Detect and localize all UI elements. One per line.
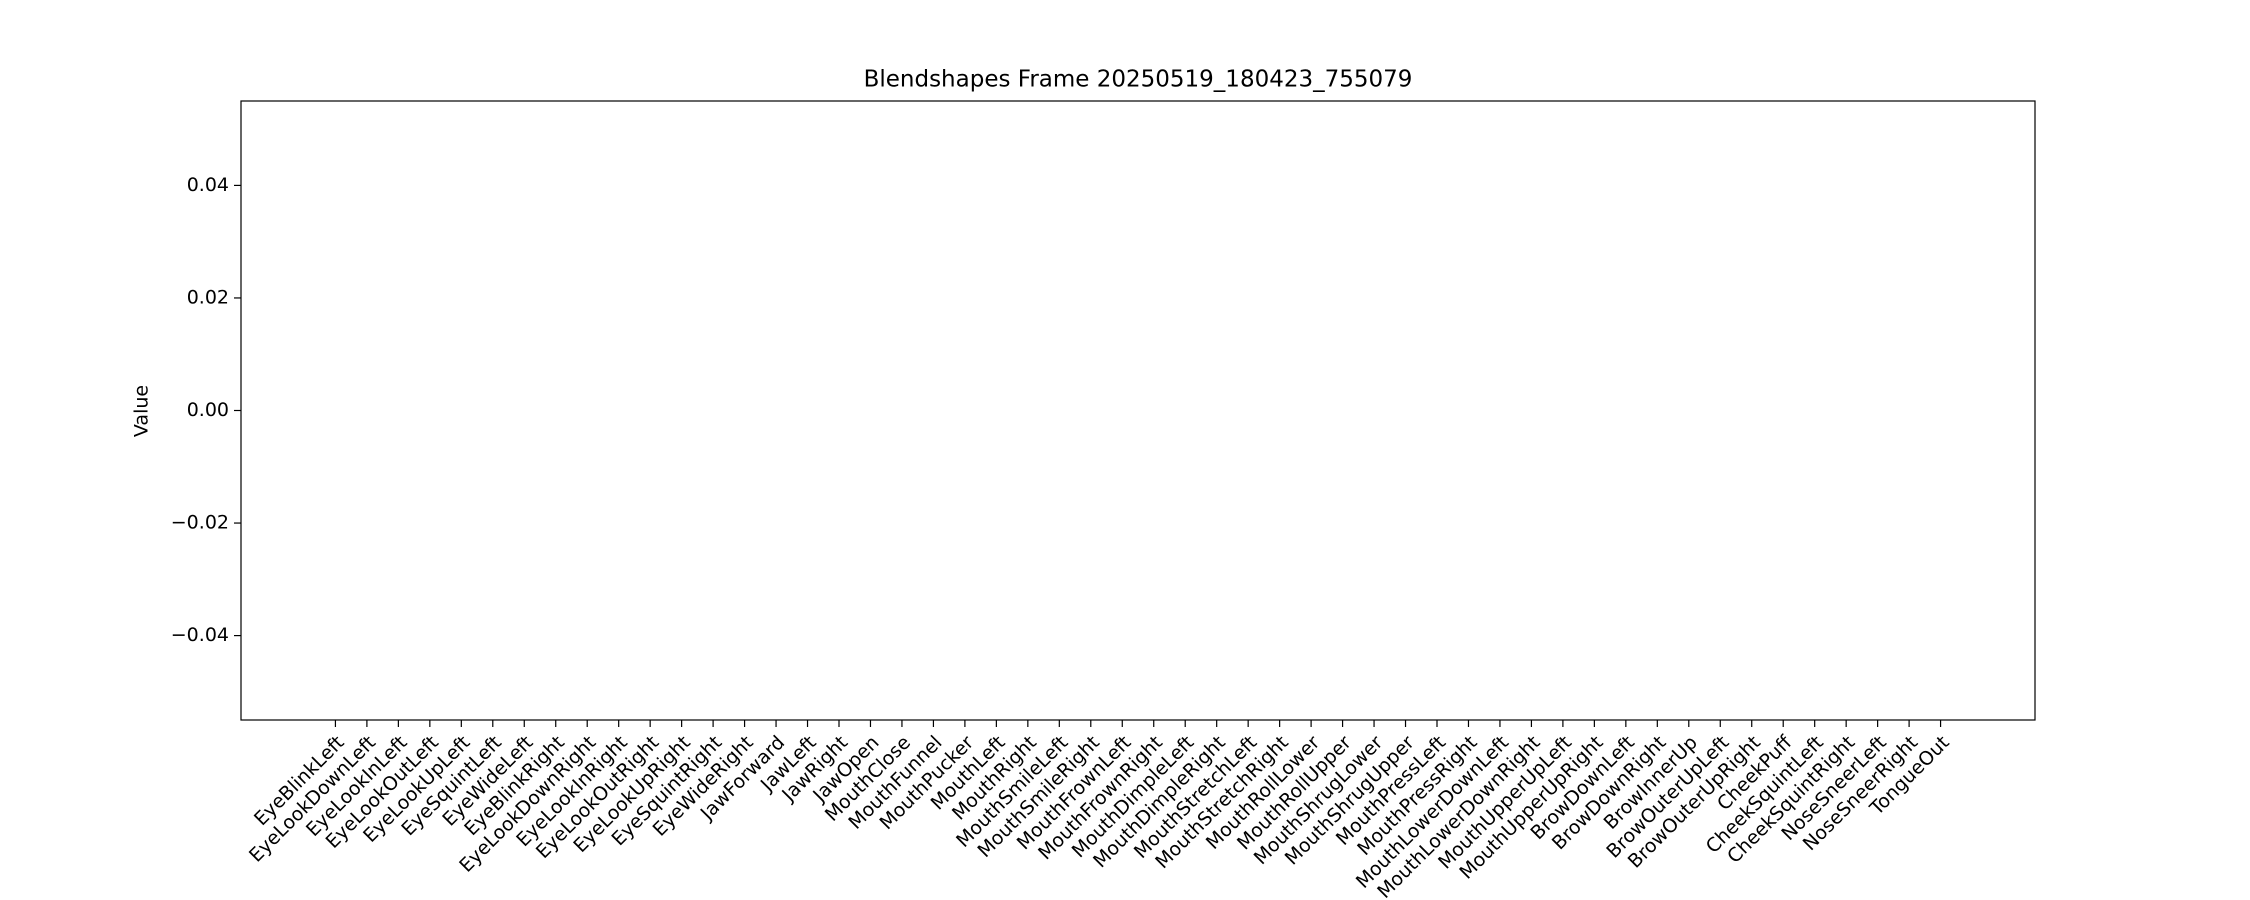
plot-frame <box>240 100 2036 721</box>
chart-title: Blendshapes Frame 20250519_180423_755079 <box>864 67 1413 93</box>
y-tick-label: −0.04 <box>171 624 229 646</box>
y-tick-label: 0.02 <box>187 286 229 308</box>
y-axis-label: Value <box>131 385 153 437</box>
y-tick-label: 0.04 <box>187 174 229 196</box>
y-tick-label: 0.00 <box>187 399 229 421</box>
y-tick-label: −0.02 <box>171 512 229 534</box>
